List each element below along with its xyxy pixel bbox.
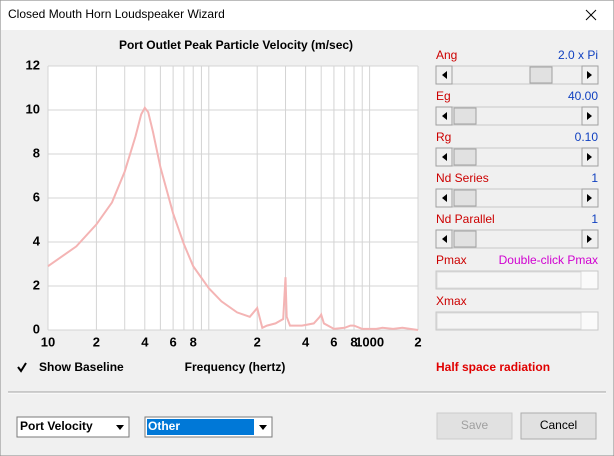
x-tick-label: 6 <box>170 334 177 349</box>
slider-thumb[interactable] <box>529 66 553 84</box>
x-tick-label: 4 <box>302 334 310 349</box>
button-box <box>436 412 513 440</box>
arrow-icon[interactable] <box>442 112 447 120</box>
status-text: Half space radiation <box>436 360 550 374</box>
y-tick-label: 2 <box>33 277 40 292</box>
button-label: Save <box>461 418 489 432</box>
y-tick-label: 8 <box>33 145 40 160</box>
slider-thumb[interactable] <box>453 189 477 207</box>
slider <box>435 311 599 331</box>
dropdown-arrow[interactable] <box>259 425 267 430</box>
dropdown-arrow[interactable] <box>116 425 124 430</box>
slider-thumb[interactable] <box>453 107 477 125</box>
show-baseline-checkbox[interactable]: Show Baseline <box>16 360 124 374</box>
close-button[interactable] <box>585 9 597 21</box>
title-bar <box>1 1 613 30</box>
control-label: Xmax <box>436 294 467 308</box>
slider-thumb[interactable] <box>453 148 477 166</box>
control-value: 40.00 <box>568 89 598 103</box>
slider-thumb <box>436 312 582 330</box>
dropdown[interactable]: Port Velocity <box>16 416 130 438</box>
button: Save <box>436 412 513 440</box>
y-tick-label: 4 <box>33 233 41 248</box>
slider[interactable] <box>435 229 599 249</box>
arrow-icon[interactable] <box>587 153 592 161</box>
data-line <box>47 105 419 331</box>
slider[interactable] <box>435 65 599 85</box>
x-tick-label: 8 <box>190 334 197 349</box>
checkbox-box[interactable] <box>16 362 27 373</box>
y-tick-label: 12 <box>26 57 40 72</box>
slider-track[interactable] <box>435 65 599 85</box>
button[interactable]: Cancel <box>520 412 597 440</box>
x-tick-label: 4 <box>141 334 149 349</box>
x-tick-label: 10 <box>41 334 55 349</box>
y-tick-label: 6 <box>33 189 40 204</box>
arrow-icon[interactable] <box>587 112 592 120</box>
slider[interactable] <box>435 188 599 208</box>
dropdown[interactable]: Other <box>144 416 273 438</box>
control-label: Nd Parallel <box>436 212 495 226</box>
x-tick-label: 2 <box>254 334 261 349</box>
button-label[interactable]: Cancel <box>540 418 577 432</box>
arrow-icon[interactable] <box>442 194 447 202</box>
slider-thumb[interactable] <box>453 230 477 248</box>
dropdown-highlight[interactable] <box>147 419 254 435</box>
dropdown-text[interactable]: Port Velocity <box>20 419 93 433</box>
control-label: Rg <box>436 130 451 144</box>
control-value: 1 <box>591 212 598 226</box>
chart-title: Port Outlet Peak Particle Velocity (m/se… <box>119 38 353 52</box>
control-value: 0.10 <box>575 130 599 144</box>
arrow-icon[interactable] <box>587 235 592 243</box>
checkmark[interactable] <box>17 362 27 373</box>
x-tick-label: 6 <box>330 334 337 349</box>
dropdown-text[interactable]: Other <box>148 419 180 433</box>
control-label: Eg <box>436 89 451 103</box>
slider[interactable] <box>435 106 599 126</box>
button-box[interactable] <box>520 412 597 440</box>
slider <box>435 270 599 290</box>
control-label: Nd Series <box>436 171 489 185</box>
x-tick-label: 8 <box>350 334 357 349</box>
y-tick-label: 0 <box>33 321 40 336</box>
x-tick-label: 2 <box>93 334 100 349</box>
control-value: 1 <box>591 171 598 185</box>
x-tick-label: 2 <box>414 334 421 349</box>
x-axis-label: Frequency (hertz) <box>185 360 286 374</box>
window-title: Closed Mouth Horn Loudspeaker Wizard <box>8 7 225 21</box>
slider-thumb <box>436 271 582 289</box>
checkbox-label[interactable]: Show Baseline <box>39 360 124 374</box>
arrow-icon[interactable] <box>587 71 592 79</box>
arrow-icon[interactable] <box>442 71 447 79</box>
x-tick-label: 1000 <box>355 334 384 349</box>
control-label: Ang <box>436 48 457 62</box>
y-tick-label: 10 <box>26 101 40 116</box>
arrow-icon[interactable] <box>442 235 447 243</box>
control-label: Pmax <box>436 253 467 267</box>
dropdown-box[interactable] <box>16 416 130 438</box>
arrow-icon[interactable] <box>587 194 592 202</box>
arrow-icon[interactable] <box>442 153 447 161</box>
slider[interactable] <box>435 147 599 167</box>
control-value: Double-click Pmax <box>499 253 598 267</box>
control-value: 2.0 x Pi <box>558 48 598 62</box>
